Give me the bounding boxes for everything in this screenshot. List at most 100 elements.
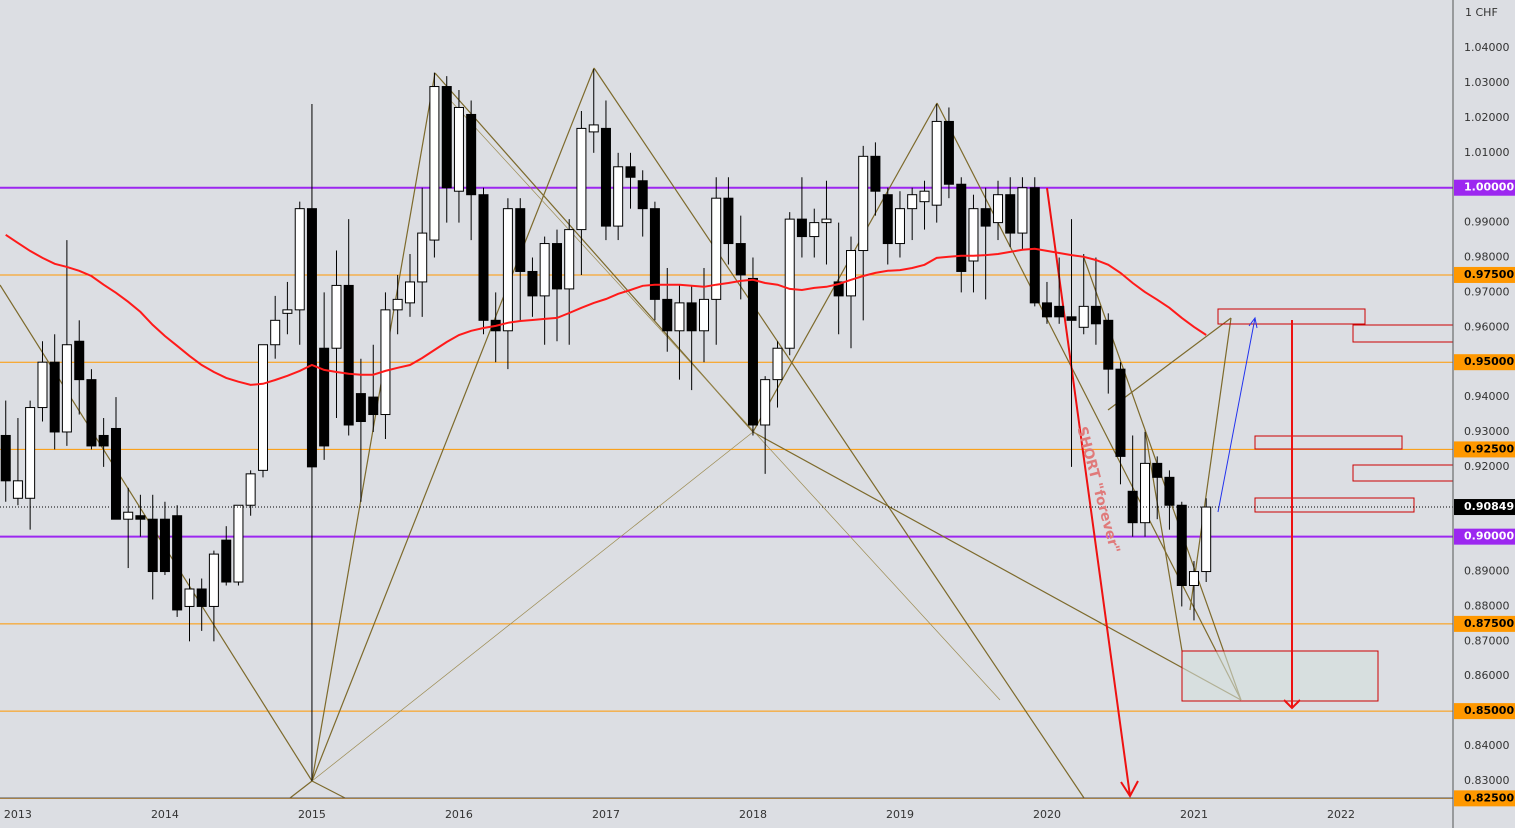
candle-body — [466, 113, 477, 196]
candle-body — [1054, 305, 1065, 318]
candle-body — [600, 127, 611, 227]
level-label: 0.85000 — [1464, 704, 1514, 717]
candle-body — [1152, 462, 1163, 478]
candle-body — [1029, 187, 1040, 304]
candle-body — [576, 127, 587, 231]
candle-body — [380, 309, 391, 416]
last-price-label: 0.90849 — [1464, 500, 1514, 513]
level-label: 0.95000 — [1464, 355, 1514, 368]
x-tick-label: 2020 — [1033, 808, 1061, 821]
x-tick-label: 2018 — [739, 808, 767, 821]
candle-body — [711, 197, 722, 300]
candle-body — [135, 515, 146, 520]
candle-body — [392, 298, 403, 311]
candle-body — [1164, 476, 1175, 506]
y-tick-label: 0.97000 — [1464, 285, 1510, 298]
zone-box — [1254, 497, 1415, 513]
candle-body — [796, 218, 807, 238]
candle-body — [919, 190, 930, 203]
candle-body — [564, 229, 575, 290]
candle-body — [233, 504, 244, 583]
level-label: 0.90000 — [1464, 530, 1514, 543]
x-tick-label: 2022 — [1327, 808, 1355, 821]
candle-body — [870, 155, 881, 192]
x-tick-label: 2021 — [1180, 808, 1208, 821]
candle-body — [49, 361, 60, 433]
candle-body — [637, 180, 648, 210]
trend-line — [311, 67, 595, 782]
candle-body — [539, 243, 550, 297]
candle-body — [159, 518, 170, 573]
x-tick-label: 2017 — [592, 808, 620, 821]
candle-body — [1103, 319, 1114, 370]
candle-body — [245, 473, 256, 506]
candle-body — [208, 553, 219, 607]
candle-body — [331, 284, 342, 349]
candle-body — [61, 344, 72, 433]
candle-body — [760, 379, 771, 426]
trend-line — [593, 67, 1085, 799]
y-tick-label: 0.84000 — [1464, 739, 1510, 752]
candle-body — [552, 243, 563, 290]
y-tick-label: 1.04000 — [1464, 41, 1510, 54]
level-label-box — [1454, 354, 1515, 371]
level-label-box — [1454, 266, 1515, 283]
y-tick-label: 0.87000 — [1464, 634, 1510, 647]
candle-body — [1201, 506, 1212, 573]
candle-body — [784, 218, 795, 349]
candle-body — [699, 298, 710, 332]
candle-body — [184, 588, 195, 607]
candle-body — [429, 86, 440, 241]
candle-body — [417, 232, 428, 283]
candle-body — [306, 208, 317, 468]
candle-body — [662, 298, 673, 332]
candle-body — [294, 208, 305, 311]
y-tick-label: 0.89000 — [1464, 565, 1510, 578]
candle-body — [894, 208, 905, 245]
target-box — [1181, 650, 1379, 702]
candle-body — [172, 515, 183, 611]
candle-body — [943, 120, 954, 185]
candle-body — [282, 309, 293, 314]
candle-body — [1005, 194, 1016, 234]
level-label: 0.82500 — [1464, 791, 1514, 804]
candle-body — [1078, 305, 1089, 328]
trend-line — [434, 72, 754, 433]
moving-average — [5, 233, 1207, 386]
candle-body — [37, 361, 48, 409]
y-tick-label: 0.96000 — [1464, 320, 1510, 333]
candle-body — [257, 344, 268, 471]
trend-line — [752, 431, 1242, 701]
candle-body — [221, 539, 232, 583]
x-tick-label: 2014 — [151, 808, 179, 821]
level-label: 1.00000 — [1464, 181, 1514, 194]
x-tick-label: 2015 — [298, 808, 326, 821]
trend-line — [289, 780, 313, 799]
candle-body — [846, 250, 857, 297]
level-label-box — [1454, 703, 1515, 720]
candle-body — [907, 194, 918, 210]
candle-body — [478, 194, 489, 321]
candle-body — [74, 340, 85, 381]
candle-body — [968, 208, 979, 262]
candle-body — [1090, 305, 1101, 325]
candle-body — [833, 281, 844, 297]
candle-body — [527, 270, 538, 297]
x-tick-label: 2019 — [886, 808, 914, 821]
candle-body — [809, 222, 820, 238]
candle-body — [1127, 490, 1138, 524]
y-tick-label: 0.99000 — [1464, 216, 1510, 229]
candle-body — [441, 86, 452, 189]
y-tick-label: 0.93000 — [1464, 425, 1510, 438]
level-label: 0.97500 — [1464, 268, 1514, 281]
candle-body — [12, 480, 23, 499]
candle-body — [1115, 368, 1126, 457]
y-tick-label: 0.92000 — [1464, 460, 1510, 473]
candle-body — [1017, 187, 1028, 234]
candle-body — [1176, 504, 1187, 587]
candle-body — [613, 166, 624, 227]
candle-body — [723, 197, 734, 245]
candle-body — [821, 218, 832, 224]
